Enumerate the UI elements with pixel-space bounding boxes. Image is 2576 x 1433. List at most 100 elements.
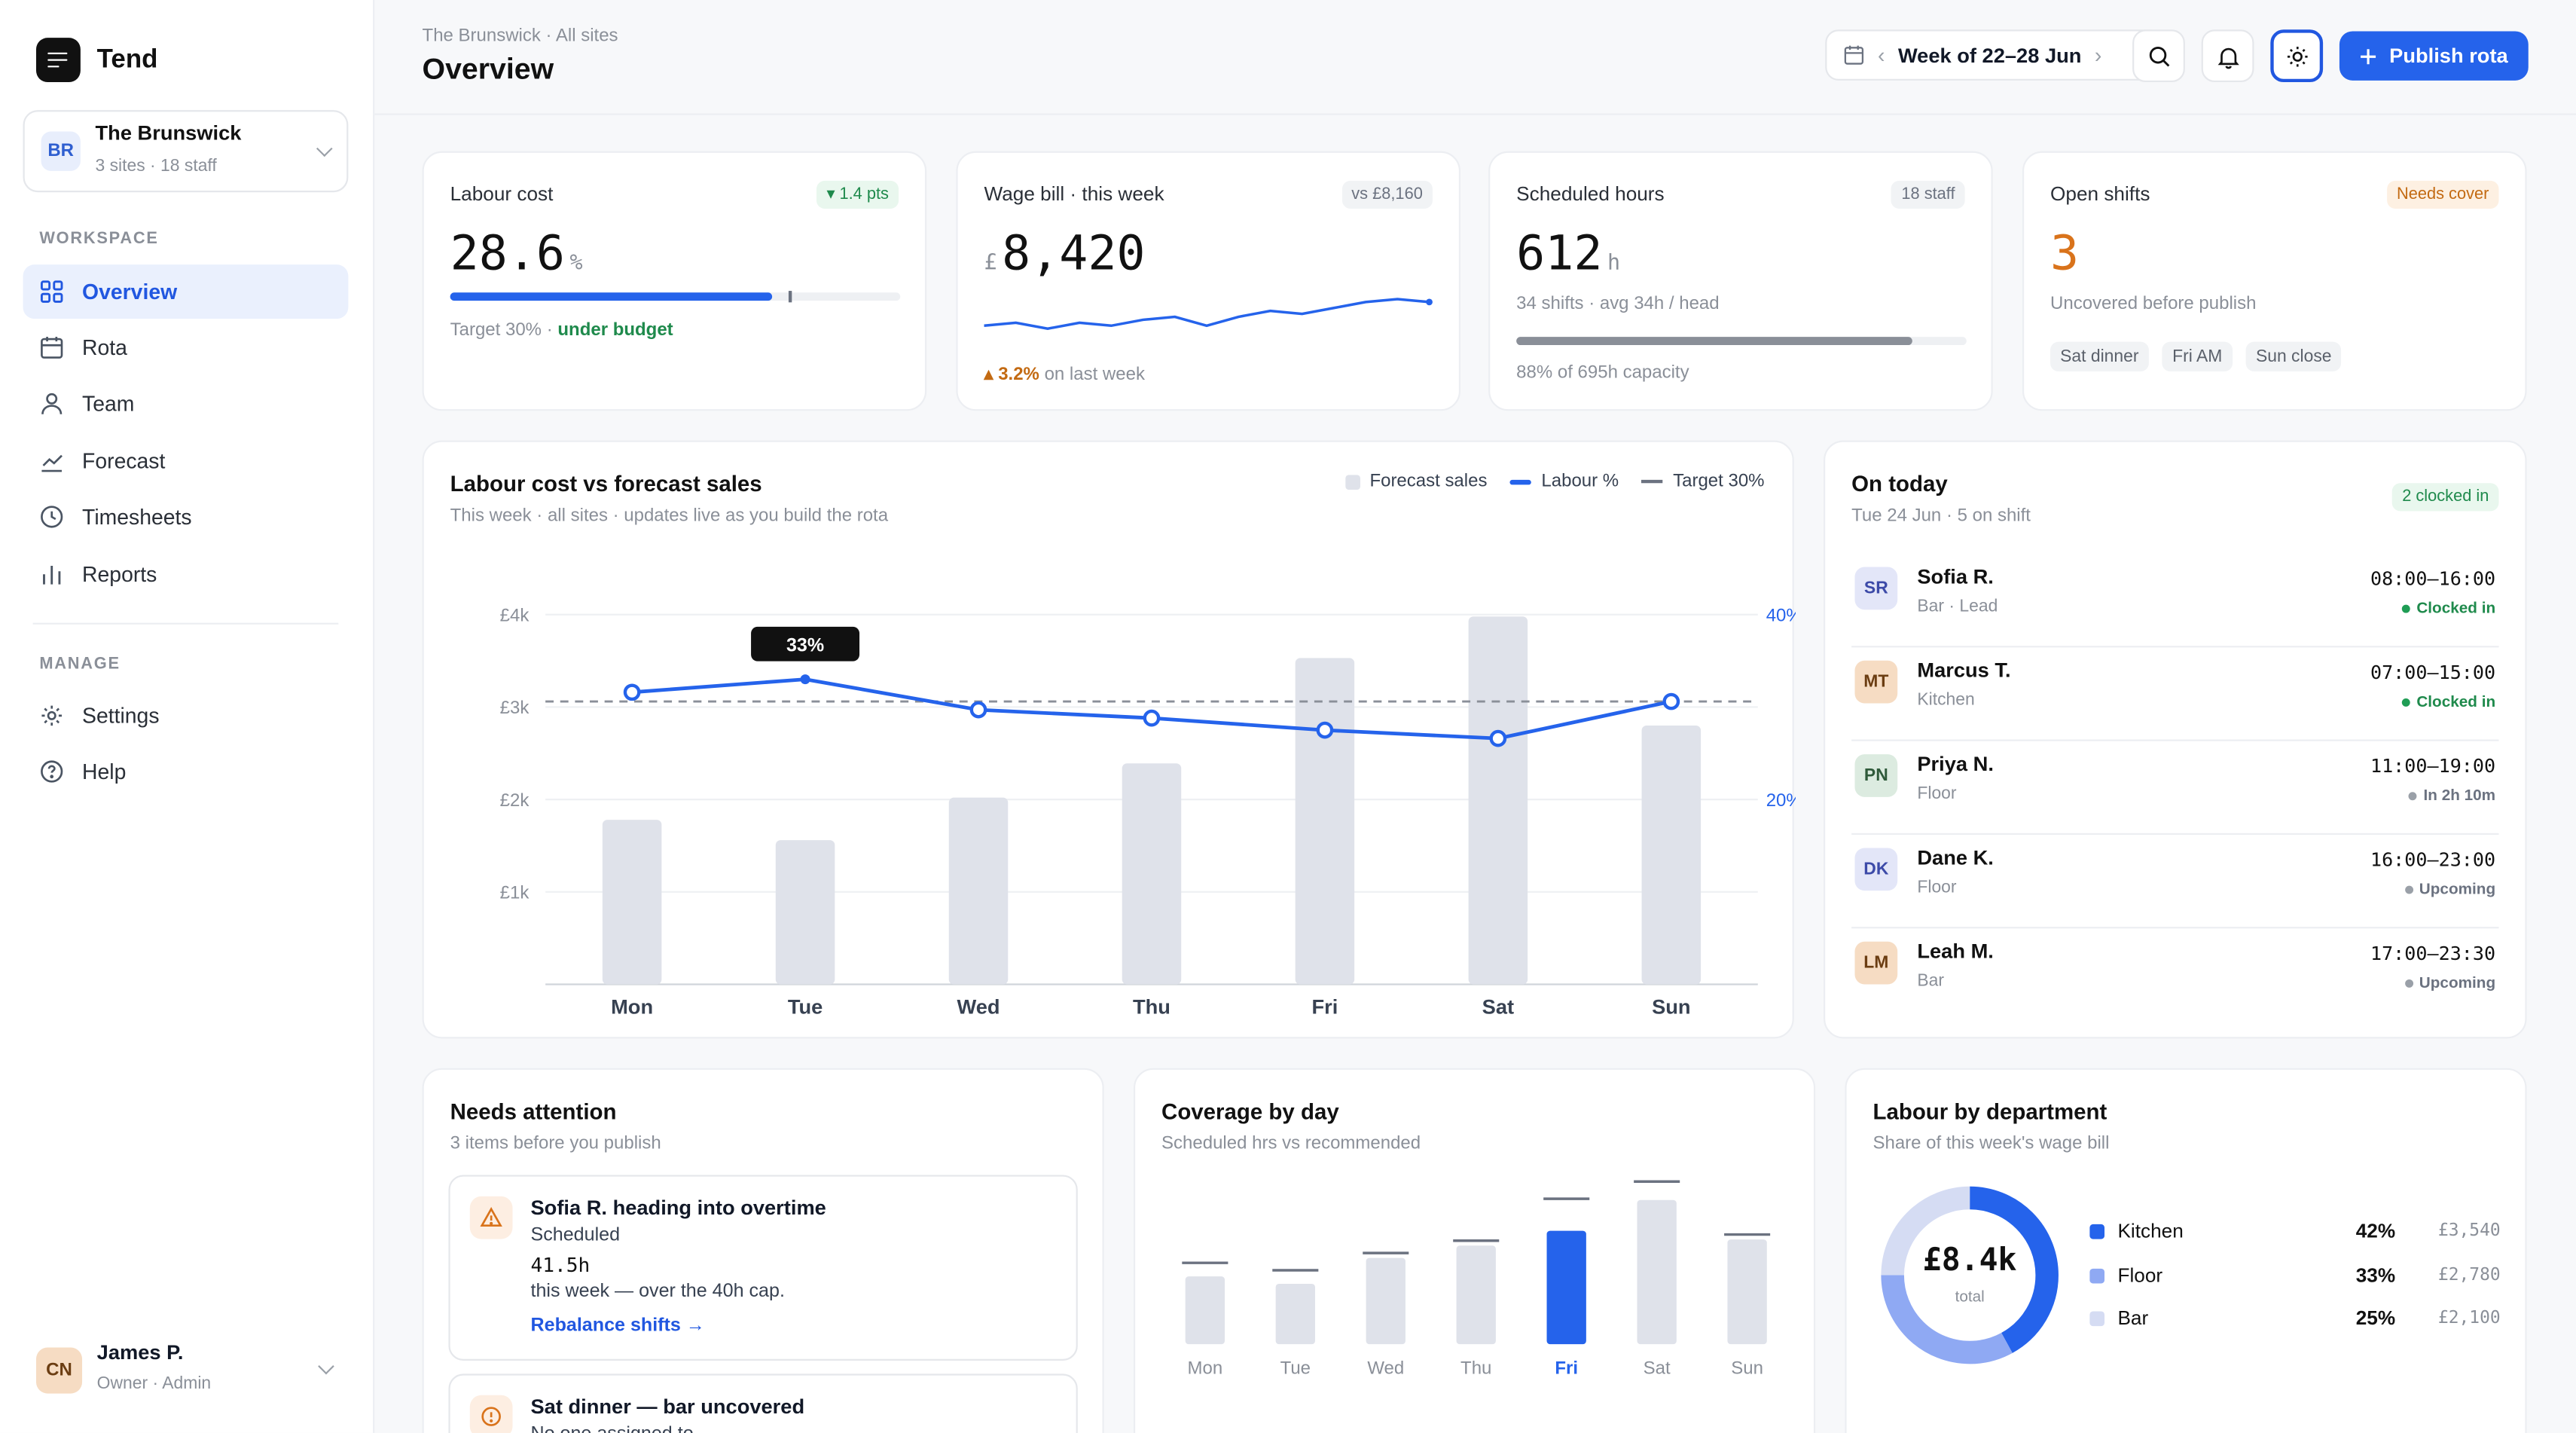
user-role: Owner · Admin [96,1373,212,1395]
coverage-bar-sat [1637,1199,1677,1345]
sidebar-item-overview[interactable]: Overview [23,264,349,319]
y2-tick-label: 40% [1766,605,1796,625]
line-point [1316,721,1334,739]
brand[interactable]: Tend [35,38,157,83]
attention-item-title: Sat dinner — bar uncovered [530,1395,805,1419]
legend-forecast: Forecast sales [1344,472,1487,491]
staff-role: Bar · Lead [1917,596,1998,616]
org-switcher[interactable]: BR The Brunswick 3 sites · 18 staff [23,110,349,193]
attention-item[interactable]: Sofia R. heading into overtime Scheduled… [448,1175,1078,1361]
coverage-day-label: Tue [1280,1358,1311,1378]
sidebar-item-help[interactable]: Help [23,744,349,799]
kpi-label: Scheduled hours [1516,182,1665,206]
staff-role: Floor [1917,784,1957,804]
bar-sat [1468,616,1528,985]
sidebar-item-label: Overview [82,279,178,304]
staff-role: Kitchen [1917,690,1975,710]
calendar-icon [41,336,63,359]
app-logo-icon [35,38,81,83]
department-row-kitchen: Kitchen 42% £3,540 [2089,1219,2501,1242]
coverage-bar-wed [1366,1257,1406,1345]
previous-week-button[interactable]: ‹ [1878,42,1885,68]
needs-cover-badge: Needs cover [2386,180,2499,209]
shift-tag[interactable]: Sun close [2245,341,2342,371]
publish-rota-button[interactable]: Publish rota [2339,31,2529,81]
status-dot-icon [2404,885,2413,894]
staff-role: Floor [1917,877,1957,897]
sidebar-item-label: Help [82,759,127,784]
legend-labour: Labour % [1509,472,1619,491]
kpi-value: 612 h [1516,225,1621,281]
week-picker[interactable]: ‹ Week of 22–28 Jun › [1825,29,2164,81]
shift-tag[interactable]: Sat dinner [2050,341,2149,371]
sidebar-item-settings[interactable]: Settings [23,689,349,743]
sidebar-item-timesheets[interactable]: Timesheets [23,490,349,544]
capacity-progress-bar [1516,337,1967,346]
kpi-label: Wage bill · this week [984,182,1164,206]
rebalance-shifts-link[interactable]: Rebalance shifts → [530,1316,705,1337]
delta-badge: ▾ 1.4 pts [816,180,899,209]
x-tick-label: Thu [1133,995,1170,1019]
user-menu[interactable]: CN James P. Owner · Admin [35,1340,342,1401]
coverage-title: Coverage by day [1161,1099,1339,1124]
org-meta: 3 sites · 18 staff [95,155,217,176]
avatar: CN [35,1346,83,1393]
page-title: Overview [422,52,554,86]
shift-tag[interactable]: Fri AM [2162,341,2233,371]
x-tick-label: Mon [611,995,653,1019]
y2-tick-label: 20% [1766,790,1796,811]
y-tick-label: £1k [500,883,530,903]
staff-role: Bar [1917,971,1945,991]
sidebar-item-reports[interactable]: Reports [23,547,349,601]
labour-sales-chart: £4k £3k £2k £1k 40% 20% Mon Tue Wed Thu Fri Sat Sun 3… [500,605,1796,1019]
staff-name: Priya N. [1917,752,1994,776]
theme-toggle-button[interactable] [2270,29,2324,83]
notifications-button[interactable] [2201,29,2254,83]
sidebar-item-forecast[interactable]: Forecast [23,434,349,488]
department-donut-chart [1881,1186,2059,1364]
hours-detail: 34 shifts · avg 34h / head [1516,294,1720,314]
attention-item-text: Scheduled [530,1226,621,1246]
department-card: Labour by department Share of this week'… [1845,1068,2527,1433]
alert-circle-icon [469,1395,513,1433]
sidebar-item-rota[interactable]: Rota [23,320,349,374]
search-button[interactable] [2132,29,2185,83]
warning-icon [469,1196,513,1239]
kpi-wage-bill: Wage bill · this week vs £8,160 £8,420 ▴… [956,151,1461,411]
department-row-floor: Floor 33% £2,780 [2089,1263,2501,1287]
attention-item[interactable]: Sat dinner — bar uncovered No one assign… [448,1373,1078,1433]
line-point-active [800,674,810,685]
staff-row[interactable]: PN Priya N. Floor 11:00–19:00 In 2h 10m [1851,741,2499,836]
attention-item-title: Sofia R. heading into overtime [530,1196,826,1220]
next-week-button[interactable]: › [2094,42,2102,68]
line-point [623,683,641,701]
staff-row[interactable]: LM Leah M. Bar 17:00–23:30 Upcoming [1851,928,2498,1022]
sidebar-divider [32,622,339,625]
section-workspace: WORKSPACE [39,230,159,249]
breadcrumb: The Brunswick · All sites [422,26,618,47]
publish-label: Publish rota [2389,44,2508,68]
coverage-bar-thu [1456,1245,1496,1345]
staff-badge: 18 staff [1891,180,1965,209]
coverage-card: Coverage by day Scheduled hrs vs recomme… [1133,1068,1816,1433]
clocked-in-badge: 2 clocked in [2392,483,2499,512]
grid-icon [40,280,63,303]
coverage-day-label: Mon [1188,1358,1223,1378]
bar-wed [948,797,1009,985]
staff-row[interactable]: DK Dane K. Floor 16:00–23:00 Upcoming [1851,835,2499,929]
shift-time: 08:00–16:00 [2370,567,2496,591]
coverage-day-label: Fri [1555,1358,1578,1378]
line-point [969,701,987,719]
staff-row[interactable]: MT Marcus T. Kitchen 07:00–15:00 Clocked… [1851,647,2499,741]
coverage-day-label: Sun [1731,1358,1763,1378]
kpi-open-shifts: Open shifts Needs cover 3 Uncovered befo… [2022,151,2527,411]
staff-row[interactable]: SR Sofia R. Bar · Lead 08:00–16:00 Clock… [1851,554,2499,648]
sidebar: Tend BR The Brunswick 3 sites · 18 staff … [0,0,375,1433]
x-tick-label: Fri [1312,995,1338,1019]
coverage-chart: Mon Tue Wed Thu Fri Sat Sun [1182,1180,1771,1378]
avatar: LM [1854,941,1898,985]
plus-icon [2361,48,2376,64]
sidebar-item-team[interactable]: Team [23,376,349,430]
kpi-label: Labour cost [450,182,554,206]
kpi-labour-cost: Labour cost ▾ 1.4 pts 28.6% Target 30% ·… [422,151,927,411]
